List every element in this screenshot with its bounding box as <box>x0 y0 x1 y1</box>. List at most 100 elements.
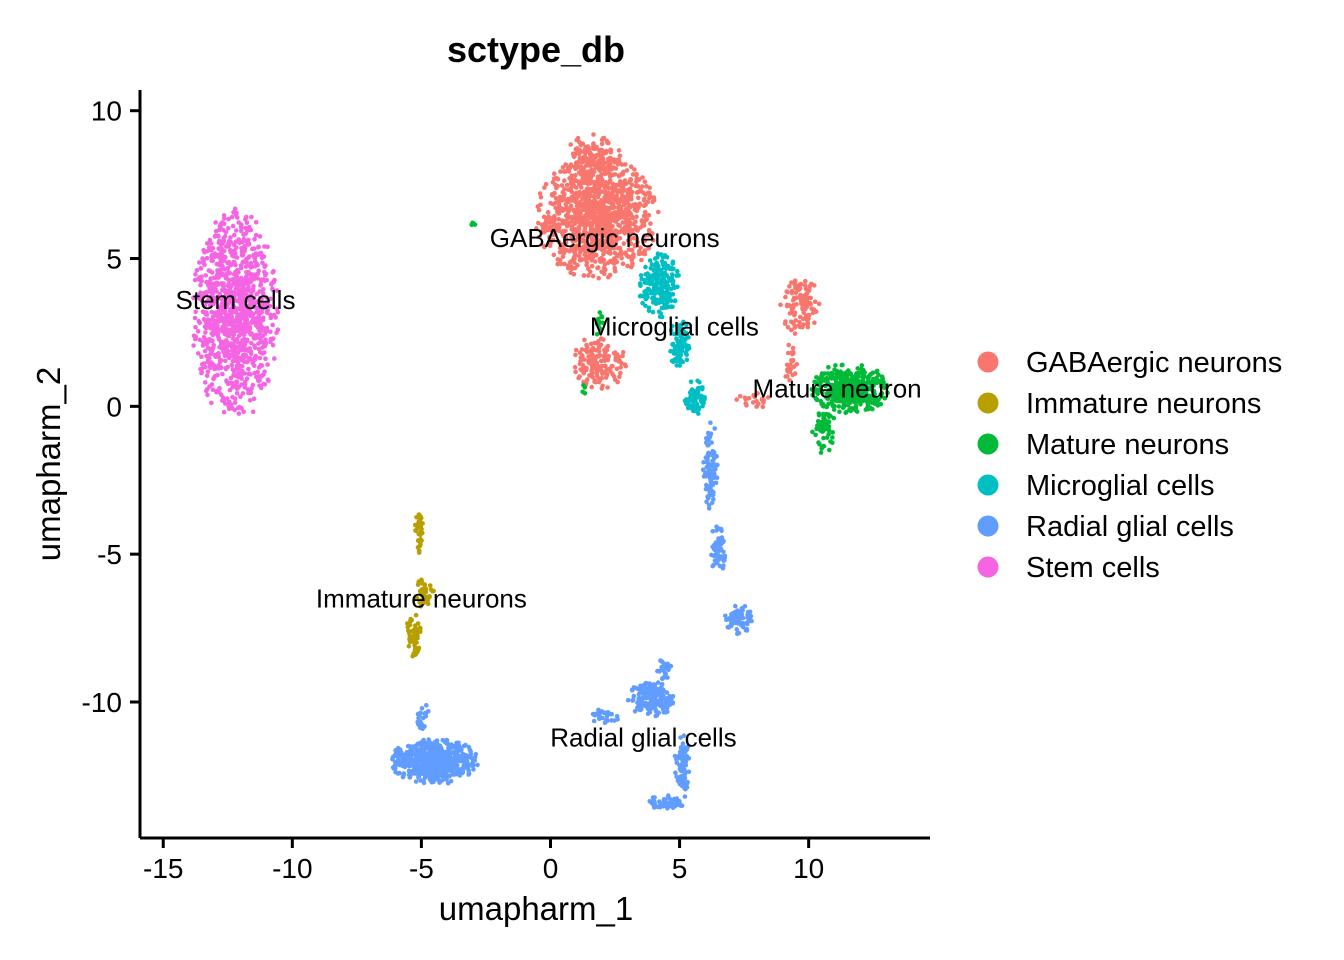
data-point <box>633 224 639 230</box>
data-point <box>407 630 412 636</box>
data-point <box>240 322 245 327</box>
data-point <box>227 270 233 276</box>
data-point <box>558 169 563 174</box>
data-point <box>413 528 419 534</box>
y-tick-label: 5 <box>106 244 122 275</box>
data-point <box>710 482 716 488</box>
data-point <box>878 401 884 407</box>
data-point <box>602 271 607 277</box>
data-point <box>577 257 583 263</box>
data-point <box>235 372 240 378</box>
data-point <box>651 238 656 243</box>
data-point <box>645 199 650 205</box>
data-point <box>641 223 647 228</box>
data-point <box>616 222 621 228</box>
data-point <box>830 403 836 409</box>
data-point <box>253 220 259 225</box>
data-point <box>620 172 625 177</box>
data-point <box>246 241 252 247</box>
data-point <box>603 181 609 187</box>
data-point <box>590 239 595 245</box>
data-point <box>600 247 606 252</box>
legend-label: Immature neurons <box>1026 388 1261 420</box>
data-point <box>272 356 277 361</box>
data-point <box>200 256 205 261</box>
x-tick-label: 0 <box>543 853 559 884</box>
data-point <box>810 392 815 398</box>
data-point <box>580 353 585 358</box>
data-point <box>428 587 434 592</box>
data-point <box>792 279 798 285</box>
data-point <box>791 305 796 311</box>
data-point <box>427 753 432 758</box>
data-point <box>270 270 276 275</box>
data-point <box>804 313 809 319</box>
data-point <box>536 207 542 213</box>
data-point <box>592 233 598 239</box>
data-point <box>581 237 586 243</box>
data-point <box>553 205 558 211</box>
data-point <box>647 195 652 201</box>
data-point <box>595 176 601 182</box>
data-point <box>581 383 586 388</box>
data-point <box>618 365 623 370</box>
data-point <box>589 263 595 269</box>
data-point <box>228 239 233 245</box>
data-point <box>853 407 858 413</box>
data-point <box>248 372 253 377</box>
data-point <box>251 336 257 341</box>
data-point <box>599 137 605 143</box>
legend-label: Radial glial cells <box>1026 511 1234 543</box>
data-point <box>594 373 600 379</box>
data-point <box>717 536 723 542</box>
data-point <box>735 621 741 626</box>
data-point <box>580 389 585 395</box>
data-point <box>602 239 608 244</box>
data-point <box>207 337 212 342</box>
data-point <box>820 390 825 396</box>
data-point <box>630 215 635 221</box>
legend-swatch <box>977 433 999 455</box>
data-point <box>755 391 760 396</box>
data-point <box>623 206 629 211</box>
data-point <box>561 233 566 239</box>
data-point <box>253 251 259 256</box>
data-point <box>270 336 276 341</box>
data-point <box>830 435 835 440</box>
data-point <box>249 331 254 337</box>
data-point <box>585 200 590 205</box>
data-point <box>710 458 715 464</box>
data-point <box>572 364 578 370</box>
data-point <box>206 245 212 250</box>
data-point <box>554 185 559 191</box>
data-point <box>664 289 670 294</box>
data-point <box>754 404 759 409</box>
data-point <box>573 347 579 353</box>
data-point <box>396 762 402 768</box>
data-point <box>596 265 601 270</box>
data-point <box>423 714 429 719</box>
data-point <box>654 713 660 718</box>
data-point <box>589 384 594 390</box>
data-point <box>594 363 600 368</box>
data-point <box>606 197 611 203</box>
data-point <box>611 246 617 251</box>
data-point <box>621 179 627 185</box>
legend-label: Mature neurons <box>1026 429 1229 461</box>
data-point <box>669 358 675 364</box>
data-point <box>573 352 578 358</box>
data-point <box>609 711 614 717</box>
data-point <box>802 283 808 288</box>
data-point <box>646 212 652 218</box>
data-point <box>793 285 798 291</box>
data-point <box>785 350 791 356</box>
data-point <box>552 190 557 196</box>
data-point <box>255 325 261 330</box>
data-point <box>247 254 252 259</box>
data-point <box>636 703 642 708</box>
data-point <box>457 773 463 778</box>
data-point <box>191 343 196 348</box>
data-point <box>596 275 601 281</box>
data-point <box>258 277 264 283</box>
